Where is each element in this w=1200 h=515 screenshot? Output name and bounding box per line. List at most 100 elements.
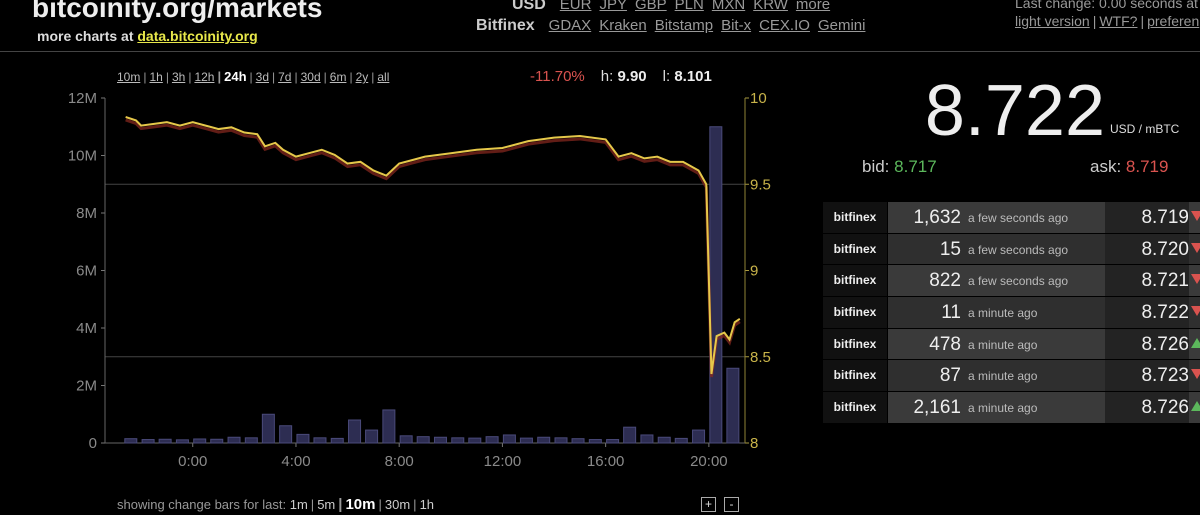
trade-exchange: bitfinex bbox=[823, 265, 887, 297]
exchange-link[interactable]: GDAX bbox=[548, 17, 592, 34]
range-option[interactable]: 12h bbox=[185, 70, 214, 84]
exchange-link[interactable]: Bitstamp bbox=[654, 17, 714, 34]
trade-row: bitfinex 2,161 a minute ago 8.726 bbox=[823, 392, 1200, 424]
range-option[interactable]: 7d bbox=[269, 70, 291, 84]
trade-time: a minute ago bbox=[968, 306, 1038, 321]
bar-option[interactable]: 1h bbox=[410, 497, 434, 512]
trade-price: 8.721 bbox=[1105, 265, 1189, 297]
range-option[interactable]: 1h bbox=[140, 70, 162, 84]
volume-bar bbox=[554, 437, 568, 444]
active-currency: USD bbox=[512, 0, 546, 13]
trade-amount: 478 bbox=[929, 333, 961, 355]
active-exchange: Bitfinex bbox=[476, 17, 535, 34]
trades-table: bitfinex 1,632 a few seconds ago 8.719 bitfi… bbox=[823, 202, 1200, 424]
ask: ask: 8.719 bbox=[1090, 157, 1168, 177]
volume-bar bbox=[296, 433, 310, 444]
currency-link[interactable]: MXN bbox=[711, 0, 746, 13]
trade-direction bbox=[1191, 211, 1200, 221]
currency-link[interactable]: more bbox=[795, 0, 831, 13]
bar-option[interactable]: 10m bbox=[335, 496, 375, 513]
trade-direction bbox=[1191, 337, 1200, 348]
trade-direction bbox=[1191, 242, 1200, 253]
volume-bar bbox=[606, 439, 620, 444]
bar-option[interactable]: 5m bbox=[308, 497, 335, 512]
trade-exchange: bitfinex bbox=[823, 297, 887, 328]
range-option[interactable]: 3d bbox=[247, 70, 269, 84]
high-value: 9.90 bbox=[617, 68, 647, 85]
change-bars: showing change bars for last: 1m5m10m30m… bbox=[117, 496, 434, 513]
trade-price: 8.726 bbox=[1105, 392, 1189, 423]
price-shadow bbox=[125, 118, 741, 378]
volume-bar bbox=[124, 438, 138, 444]
currency-link[interactable]: KRW bbox=[753, 0, 788, 13]
volume-bar bbox=[244, 437, 258, 444]
zoom-out[interactable]: - bbox=[724, 497, 739, 512]
currency-link[interactable]: EUR bbox=[559, 0, 592, 13]
trade-amount: 87 bbox=[939, 365, 961, 387]
change: -11.70% bbox=[530, 68, 585, 85]
price-unit: USD / mBTC bbox=[1110, 122, 1180, 136]
stats: -11.70% h: 9.90 l: 8.101 bbox=[530, 68, 728, 85]
currency-link[interactable]: PLN bbox=[674, 0, 704, 13]
header-link[interactable]: preferen bbox=[1137, 13, 1199, 29]
exchange-nav: Bitfinex GDAX Kraken Bitstamp Bit-x CEX.IO Gem… bbox=[476, 17, 873, 35]
trade-direction bbox=[1191, 274, 1200, 285]
site-title[interactable]: bitcoinity.org/markets bbox=[32, 0, 323, 23]
options: 1m5m10m30m1h bbox=[289, 496, 434, 513]
trade-price: 8.719 bbox=[1105, 202, 1189, 233]
volume-bar bbox=[726, 367, 740, 444]
volume-bar bbox=[382, 409, 396, 444]
y-tick-label: 6M bbox=[76, 263, 97, 280]
more-prefix: more charts at bbox=[37, 28, 134, 44]
more-charts: more charts at data.bitcoinity.org bbox=[37, 28, 258, 44]
range-selector: 10m1h3h12h24h3d7d30d6m2yall bbox=[117, 69, 389, 84]
trade-row: bitfinex 1,632 a few seconds ago 8.719 bbox=[823, 202, 1200, 234]
y2-tick-label: 9.5 bbox=[750, 176, 771, 193]
bid-label: bid: bbox=[862, 157, 890, 176]
x-tick-label: 4:00 bbox=[281, 453, 310, 470]
header-link[interactable]: WTF? bbox=[1090, 13, 1137, 29]
range-option[interactable]: 2y bbox=[346, 70, 369, 84]
volume-bar bbox=[519, 437, 533, 444]
chart: 0 2M 4M 6M 8M 10M 12M 8 8.5 9 9.5 10 0:00 4:00 8:00 12:… bbox=[68, 90, 771, 470]
header-link[interactable]: light version bbox=[1015, 13, 1090, 29]
exchange-link[interactable]: CEX.IO bbox=[759, 17, 810, 34]
volume-bar bbox=[451, 437, 465, 444]
trade-row: bitfinex 822 a few seconds ago 8.721 bbox=[823, 265, 1200, 297]
range-option[interactable]: 30d bbox=[291, 70, 321, 84]
range-option[interactable]: 6m bbox=[321, 70, 347, 84]
more-link[interactable]: data.bitcoinity.org bbox=[137, 28, 258, 44]
trade-row: bitfinex 15 a few seconds ago 8.720 bbox=[823, 233, 1200, 266]
currency-link[interactable]: JPY bbox=[599, 0, 627, 13]
bid: bid: 8.717 bbox=[862, 157, 937, 177]
range-option[interactable]: all bbox=[368, 70, 389, 84]
range-option[interactable]: 24h bbox=[214, 69, 246, 84]
trade-exchange: bitfinex bbox=[823, 328, 887, 360]
volume-bar bbox=[313, 437, 327, 444]
y2-tick-label: 8 bbox=[750, 435, 758, 452]
zoom-in[interactable]: + bbox=[701, 497, 716, 512]
volume-bar bbox=[399, 435, 413, 444]
bar-option[interactable]: 1m bbox=[289, 497, 308, 512]
exchange-link[interactable]: Bit-x bbox=[721, 17, 752, 34]
trade-price: 8.720 bbox=[1105, 233, 1189, 265]
exchange-link[interactable]: Gemini bbox=[817, 17, 866, 34]
range-option[interactable]: 10m bbox=[117, 70, 141, 84]
volume-bar bbox=[433, 436, 447, 444]
bar-option[interactable]: 30m bbox=[375, 497, 410, 512]
volume-bar bbox=[692, 429, 706, 444]
status: Last change: 0.00 seconds at light versio… bbox=[1015, 0, 1199, 30]
y2-tick-label: 9 bbox=[750, 263, 758, 280]
trade-row: bitfinex 11 a minute ago 8.722 bbox=[823, 297, 1200, 329]
trade-time: a minute ago bbox=[968, 369, 1038, 384]
trade-time: a few seconds ago bbox=[968, 242, 1069, 257]
trade-time: a few seconds ago bbox=[968, 274, 1069, 289]
exchange-link[interactable]: Kraken bbox=[599, 17, 647, 34]
volume-bar bbox=[657, 436, 671, 444]
trade-amount: 11 bbox=[941, 302, 961, 324]
volume-bar bbox=[640, 434, 654, 444]
x-tick-label: 16:00 bbox=[587, 453, 625, 470]
volume-bar bbox=[623, 426, 637, 444]
range-option[interactable]: 3h bbox=[163, 70, 185, 84]
currency-link[interactable]: GBP bbox=[634, 0, 667, 13]
